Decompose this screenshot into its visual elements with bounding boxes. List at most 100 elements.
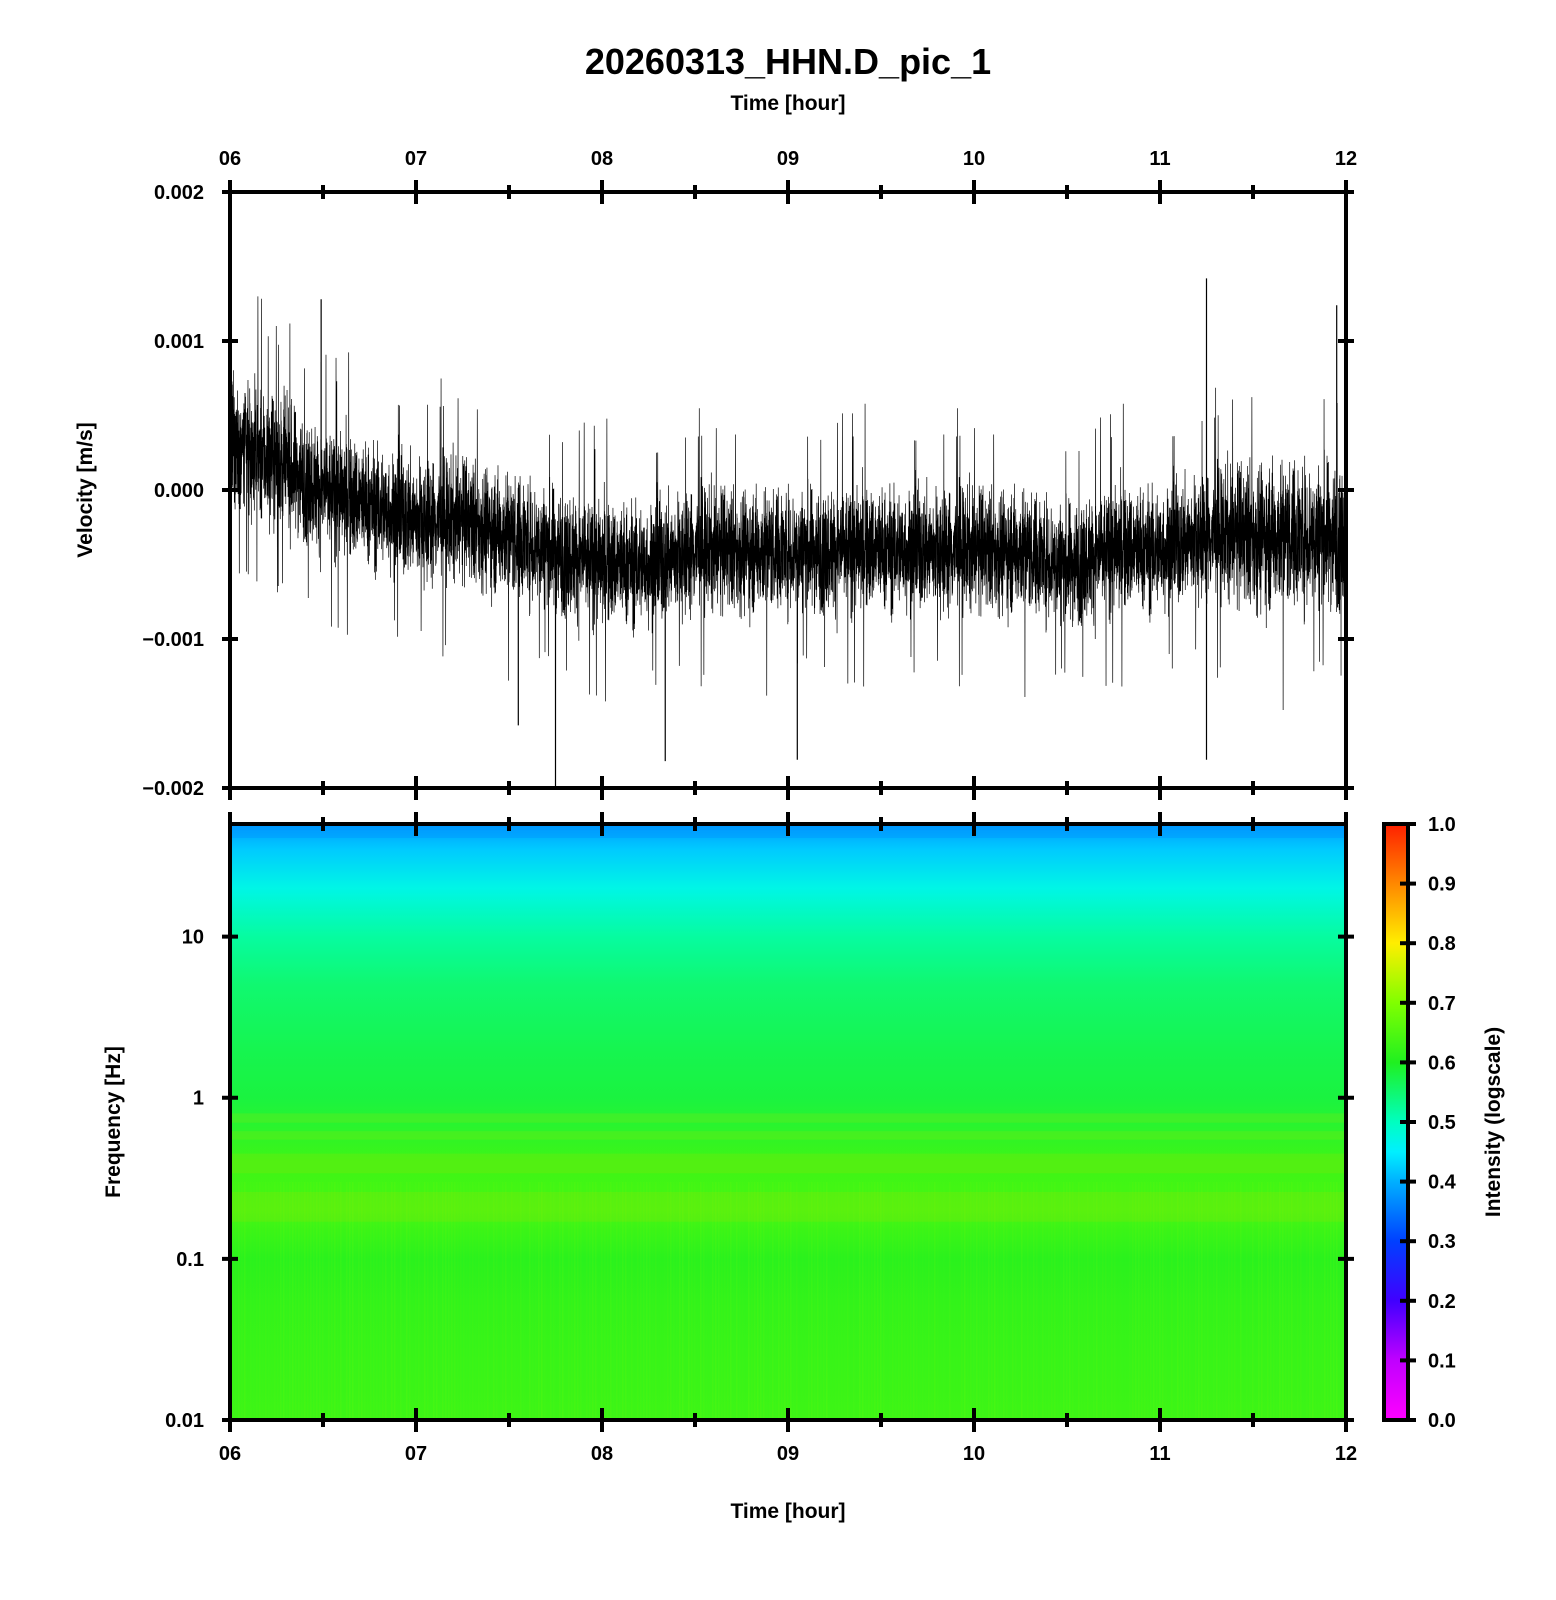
- spectrogram-stripe: [391, 1181, 393, 1420]
- spectrogram-stripe: [394, 1181, 396, 1420]
- spectrogram-stripe: [292, 1181, 294, 1420]
- spectrogram-stripe: [1231, 1181, 1233, 1420]
- spectrogram-stripe: [553, 1181, 555, 1420]
- spectrogram-stripe: [448, 1181, 450, 1420]
- spectrogram-stripe: [316, 1181, 318, 1420]
- spectrogram-stripe: [451, 1181, 453, 1420]
- spectrogram-stripe: [988, 1181, 990, 1420]
- spectrogram-stripe: [1111, 1181, 1113, 1420]
- colorbar-label: Intensity (logscale): [1482, 1027, 1505, 1217]
- spectrogram-stripe: [1012, 1181, 1014, 1420]
- spectrogram-stripe: [823, 1181, 825, 1420]
- spectrogram-stripe: [883, 1181, 885, 1420]
- spectrogram-stripe: [1138, 1181, 1140, 1420]
- x-tick-label: 11: [1149, 148, 1170, 170]
- spectrogram-stripe: [979, 1181, 981, 1420]
- spectrogram-stripe: [571, 1181, 573, 1420]
- spectrogram-stripe: [604, 1181, 606, 1420]
- spectrogram-stripe: [529, 1181, 531, 1420]
- spectrogram-stripe: [520, 1181, 522, 1420]
- spectrogram-stripe: [700, 1181, 702, 1420]
- spectrogram-stripe: [568, 1181, 570, 1420]
- spectrogram-stripe: [382, 1181, 384, 1420]
- spectrogram-stripe: [622, 1181, 624, 1420]
- spectrogram-stripe: [1252, 1181, 1254, 1420]
- spectrogram-stripe: [751, 1181, 753, 1420]
- spectrogram-stripe: [505, 1181, 507, 1420]
- spectrogram-stripe: [244, 1181, 246, 1420]
- y-tick-label: 0.002: [154, 182, 204, 204]
- spectrogram-stripe: [787, 1181, 789, 1420]
- spectrogram-stripe: [781, 1181, 783, 1420]
- spectrogram-stripe: [1180, 1181, 1182, 1420]
- x-tick-label: 12: [1335, 1443, 1357, 1465]
- spectrogram-stripe: [877, 1181, 879, 1420]
- spectrogram-stripe: [1291, 1181, 1293, 1420]
- spectrogram-stripe: [640, 1181, 642, 1420]
- spectrogram-stripe: [1207, 1181, 1209, 1420]
- spectrogram-stripe: [1261, 1181, 1263, 1420]
- spectrogram-stripe: [1297, 1181, 1299, 1420]
- spectrogram-stripe: [667, 1181, 669, 1420]
- spectrogram-stripe: [268, 1181, 270, 1420]
- spectrogram-stripe: [280, 1181, 282, 1420]
- spectrogram-stripe: [811, 1181, 813, 1420]
- spectrogram-stripe: [463, 1181, 465, 1420]
- spectrogram-stripe: [1228, 1181, 1230, 1420]
- spectrogram-stripe: [964, 1181, 966, 1420]
- spectrogram-stripe: [1006, 1181, 1008, 1420]
- spectrogram-stripe: [574, 1181, 576, 1420]
- spectrogram-stripe: [727, 1181, 729, 1420]
- spectrogram-stripe: [826, 1181, 828, 1420]
- spectrogram-stripe: [427, 1181, 429, 1420]
- spectrogram-stripe: [991, 1181, 993, 1420]
- spectrogram-stripe: [1273, 1181, 1275, 1420]
- spectrogram-stripe: [736, 1181, 738, 1420]
- spectrogram-stripe: [409, 1181, 411, 1420]
- spectrogram-stripe: [859, 1181, 861, 1420]
- spectrogram-stripe: [796, 1181, 798, 1420]
- x-tick-label: 06: [219, 1443, 241, 1465]
- spectrogram-stripe: [1021, 1181, 1023, 1420]
- spectrogram-stripe: [1105, 1181, 1107, 1420]
- spectrogram-stripe: [433, 1181, 435, 1420]
- x-tick-label: 07: [405, 1443, 427, 1465]
- spectrogram-stripe: [928, 1181, 930, 1420]
- spectrogram-stripe: [976, 1181, 978, 1420]
- waveform-x-ticks: 06 07 08 09 10 11 12: [219, 148, 1357, 800]
- spectrogram-stripe: [1336, 1181, 1338, 1420]
- spectrogram-stripe: [1216, 1181, 1218, 1420]
- y-tick-label: 0.1: [176, 1249, 204, 1271]
- spectrogram-x-ticks: 06 07 08 09 10 11 12: [219, 812, 1357, 1465]
- y-tick-label: 10: [182, 927, 204, 949]
- spectrogram-stripe: [289, 1181, 291, 1420]
- spectrogram-stripe: [724, 1181, 726, 1420]
- spectrogram-stripe: [298, 1181, 300, 1420]
- spectrogram-stripe: [712, 1181, 714, 1420]
- waveform-panel: 06 07 08 09 10 11 12 0.002 0.001 0.000 −0.001 −0.0…: [74, 148, 1357, 800]
- spectrogram-stripe: [1240, 1181, 1242, 1420]
- spectrogram-stripe: [586, 1181, 588, 1420]
- spectrogram-stripe: [607, 1181, 609, 1420]
- spectrogram-stripe: [562, 1181, 564, 1420]
- spectrogram-stripe: [679, 1181, 681, 1420]
- spectrogram-stripe: [1330, 1181, 1332, 1420]
- spectrogram-stripe: [460, 1181, 462, 1420]
- chart-title: 20260313_HHN.D_pic_1: [585, 41, 991, 82]
- spectrogram-stripe: [1054, 1181, 1056, 1420]
- spectrogram-stripe: [487, 1181, 489, 1420]
- spectrogram-stripe: [1324, 1181, 1326, 1420]
- y-tick-label: 0.01: [165, 1410, 204, 1432]
- spectrogram-stripe: [418, 1181, 420, 1420]
- spectrogram-stripe: [1144, 1181, 1146, 1420]
- x-tick-label: 10: [963, 148, 985, 170]
- spectrogram-stripe: [916, 1181, 918, 1420]
- spectrogram-stripe: [1195, 1181, 1197, 1420]
- spectrogram-stripe: [904, 1181, 906, 1420]
- spectrogram-band: [230, 1131, 1346, 1140]
- spectrogram-stripe: [331, 1181, 333, 1420]
- spectrogram-stripe: [601, 1181, 603, 1420]
- waveform-trace: [230, 278, 1346, 788]
- spectrogram-stripe: [286, 1181, 288, 1420]
- colorbar-tick-label: 0.0: [1428, 1410, 1456, 1432]
